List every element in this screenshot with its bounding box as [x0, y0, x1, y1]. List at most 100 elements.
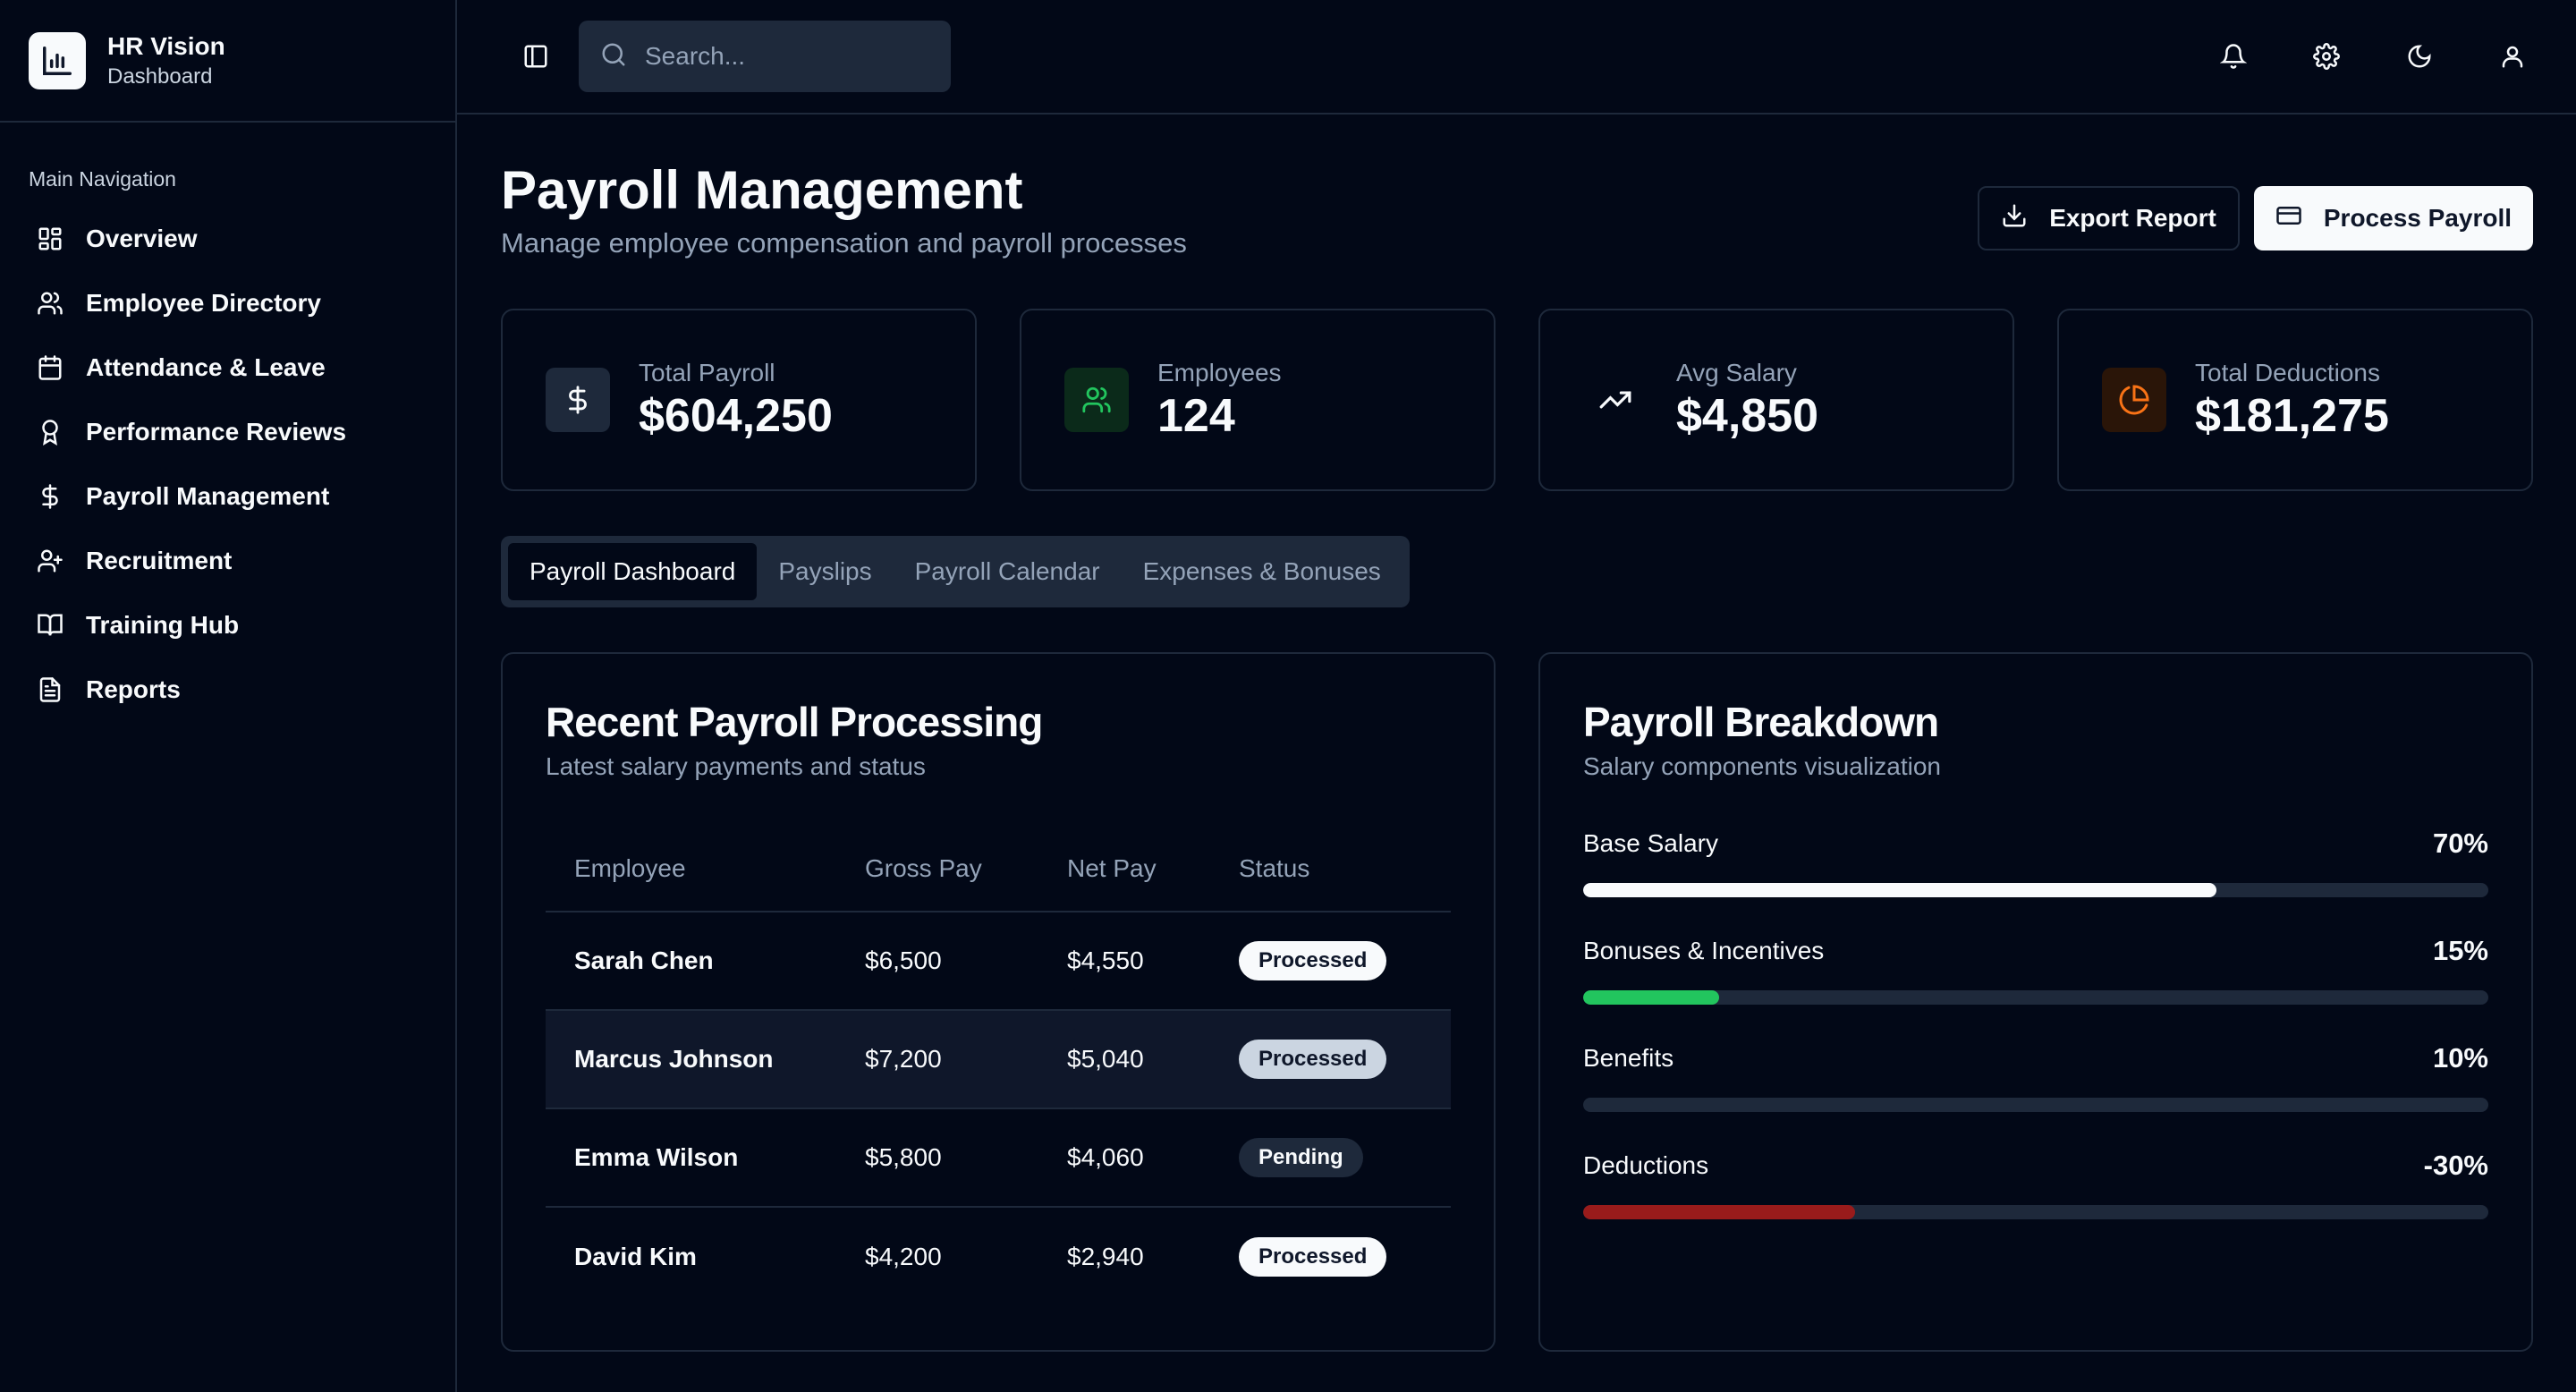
dollar-icon	[546, 368, 610, 432]
stat-label: Avg Salary	[1676, 359, 1797, 386]
progress-track	[1583, 1205, 2488, 1219]
cell-gross: $5,800	[836, 1108, 1038, 1208]
search-input[interactable]	[645, 42, 913, 71]
progress-fill	[1583, 1205, 1855, 1219]
main: Payroll Management Manage employee compe…	[457, 0, 2576, 1392]
gear-icon[interactable]	[2298, 28, 2355, 85]
sidebar-item-payroll[interactable]: Payroll Management	[14, 464, 441, 529]
sidebar-item-attendance[interactable]: Attendance & Leave	[14, 335, 441, 400]
stat-value: $181,275	[2195, 390, 2389, 442]
tab-payroll-calendar[interactable]: Payroll Calendar	[914, 557, 1100, 585]
sidebar-item-label: Reports	[86, 675, 181, 703]
breakdown-bars: Base Salary 70% Bonuses & Incentives 15% B…	[1583, 826, 2488, 1255]
bar-percent: 15%	[2432, 935, 2488, 966]
progress-track	[1583, 1098, 2488, 1112]
bell-icon[interactable]	[2205, 28, 2262, 85]
sidebar-item-label: Payroll Management	[86, 482, 330, 510]
stat-value: $4,850	[1676, 390, 1819, 442]
sidebar-item-training[interactable]: Training Hub	[14, 593, 441, 658]
cell-employee: David Kim	[574, 1242, 697, 1270]
bar-chart-icon	[29, 31, 86, 89]
cell-gross: $4,200	[865, 1242, 942, 1270]
bar-label: Base Salary	[1583, 829, 1718, 857]
dollar-icon	[36, 482, 64, 511]
column-header: Employee	[546, 826, 836, 912]
page-title: Payroll Management	[501, 160, 1023, 220]
cell-employee: Marcus Johnson	[546, 1010, 836, 1109]
cell-net: $4,550	[1038, 912, 1210, 1011]
status-badge: Processed	[1239, 1040, 1387, 1079]
moon-icon[interactable]	[2391, 28, 2448, 85]
brand[interactable]: HR Vision Dashboard	[0, 0, 455, 123]
stat-card-avg-salary: Avg Salary $4,850	[1538, 309, 2014, 491]
file-text-icon	[36, 675, 64, 704]
stat-label: Total Deductions	[2195, 359, 2381, 386]
sidebar-item-label: Performance Reviews	[86, 418, 347, 446]
topbar	[457, 0, 2576, 115]
sidebar-item-recruitment[interactable]: Recruitment	[14, 529, 441, 593]
payroll-breakdown-panel: Payroll Breakdown Salary components visu…	[1538, 652, 2533, 1352]
cell-employee: Emma Wilson	[546, 1108, 836, 1208]
panel-subtitle: Latest salary payments and status	[546, 752, 926, 780]
cell-gross: $7,200	[836, 1010, 1038, 1109]
stat-card-total-payroll: Total Payroll $604,250	[501, 309, 977, 491]
payroll-table: Employee Gross Pay Net Pay Status Sarah …	[546, 826, 1451, 1305]
cell-gross: $6,500	[836, 912, 1038, 1011]
sidebar-item-reports[interactable]: Reports	[14, 658, 441, 722]
cell-employee: Sarah Chen	[546, 912, 836, 1011]
table-row[interactable]: Emma Wilson $5,800 $4,060 Pending	[546, 1108, 1451, 1208]
stat-value: $604,250	[639, 390, 833, 442]
breakdown-row-deductions: Deductions -30%	[1583, 1148, 2488, 1255]
pie-chart-icon	[2102, 368, 2166, 432]
bar-percent: 10%	[2432, 1042, 2488, 1074]
breakdown-row-bonuses: Bonuses & Incentives 15%	[1583, 933, 2488, 1040]
sidebar-item-label: Employee Directory	[86, 289, 321, 317]
process-payroll-label: Process Payroll	[2323, 204, 2512, 232]
breakdown-row-base-salary: Base Salary 70%	[1583, 826, 2488, 933]
sidebar-toggle-icon[interactable]	[511, 31, 561, 81]
user-plus-icon	[36, 547, 64, 575]
download-icon	[2001, 202, 2028, 235]
grid-icon	[36, 225, 64, 253]
award-icon	[36, 418, 64, 446]
sidebar-item-label: Attendance & Leave	[86, 353, 326, 381]
column-header: Status	[1210, 826, 1451, 912]
stats-row: Total Payroll $604,250 Employees 124 Avg…	[501, 309, 2533, 491]
panel-subtitle: Salary components visualization	[1583, 752, 1941, 780]
bar-percent: -30%	[2423, 1150, 2488, 1181]
breakdown-row-benefits: Benefits 10%	[1583, 1040, 2488, 1148]
export-report-button[interactable]: Export Report	[1978, 186, 2240, 250]
bar-label: Deductions	[1583, 1151, 1709, 1179]
column-header: Net Pay	[1038, 826, 1210, 912]
export-report-label: Export Report	[2049, 204, 2216, 232]
tab-payroll-dashboard[interactable]: Payroll Dashboard	[508, 543, 758, 600]
table-row[interactable]: David Kim $4,200 $2,940 Processed	[546, 1207, 1451, 1305]
panel-title: Payroll Breakdown	[1583, 699, 1939, 745]
brand-subtitle: Dashboard	[107, 64, 213, 89]
table-row[interactable]: Marcus Johnson $7,200 $5,040 Processed	[546, 1010, 1451, 1109]
nav-group-label: Main Navigation	[29, 167, 176, 191]
sidebar-item-performance[interactable]: Performance Reviews	[14, 400, 441, 464]
search-box[interactable]	[579, 21, 951, 92]
stat-card-employees: Employees 124	[1020, 309, 1496, 491]
users-icon	[36, 289, 64, 318]
progress-track	[1583, 990, 2488, 1005]
progress-fill	[1583, 883, 2217, 897]
cell-net: $5,040	[1038, 1010, 1210, 1109]
user-icon[interactable]	[2484, 28, 2541, 85]
page-subtitle: Manage employee compensation and payroll…	[501, 227, 1187, 259]
bar-label: Bonuses & Incentives	[1583, 937, 1825, 964]
bar-label: Benefits	[1583, 1044, 1674, 1072]
tab-expenses-bonuses[interactable]: Expenses & Bonuses	[1142, 557, 1381, 585]
table-row[interactable]: Sarah Chen $6,500 $4,550 Processed	[546, 912, 1451, 1011]
tab-payslips[interactable]: Payslips	[778, 557, 872, 585]
process-payroll-button[interactable]: Process Payroll	[2253, 186, 2533, 250]
sidebar-item-overview[interactable]: Overview	[14, 207, 441, 271]
book-icon	[36, 611, 64, 640]
sidebar-item-label: Training Hub	[86, 611, 240, 639]
stat-value: 124	[1157, 390, 1235, 442]
sidebar: HR Vision Dashboard Main Navigation Over…	[0, 0, 457, 1392]
tab-list: Payroll Dashboard Payslips Payroll Calen…	[501, 536, 1410, 607]
sidebar-item-employee-directory[interactable]: Employee Directory	[14, 271, 441, 335]
column-header: Gross Pay	[836, 826, 1038, 912]
